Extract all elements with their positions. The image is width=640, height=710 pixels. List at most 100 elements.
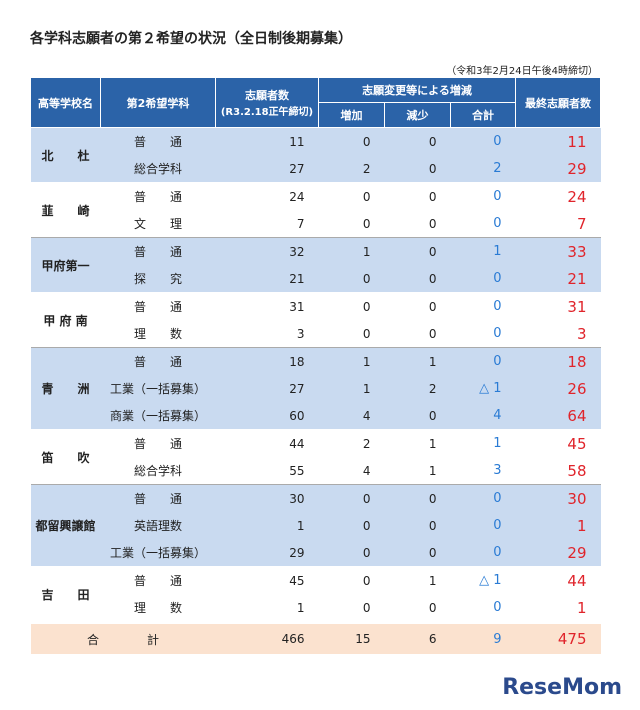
increase: 0	[362, 299, 371, 314]
subtotal: 0	[493, 189, 502, 204]
subtotal: △ 1	[450, 375, 516, 402]
final: 31	[567, 297, 587, 316]
increase: 0	[318, 512, 385, 539]
decrease: 1	[384, 457, 451, 485]
course: 普 通	[133, 190, 182, 204]
total-final: 475	[515, 621, 601, 654]
header: 志願変更等による増減	[318, 77, 516, 103]
course: 工業（一括募集）	[100, 375, 216, 402]
total-applicants: 466	[215, 621, 319, 654]
final: 45	[567, 434, 587, 453]
subtotal: 2	[450, 155, 516, 183]
final: 1	[515, 594, 601, 623]
increase: 0	[362, 189, 371, 204]
final: 21	[515, 265, 601, 293]
final: 1	[515, 512, 601, 539]
header: 志願者数	[245, 89, 289, 102]
final: 11	[515, 127, 601, 155]
course: 総合学科	[100, 457, 216, 485]
title: 各学科志願者の第２希望の状況（全日制後期募集）	[30, 31, 352, 47]
decrease: 1	[428, 436, 437, 451]
final: 7	[515, 210, 601, 238]
increase: 0	[318, 210, 385, 238]
row: 笛 吹普 通 44 2 1 1 45	[30, 429, 601, 485]
school: 甲 府 南	[30, 292, 101, 348]
decrease: 0	[428, 299, 437, 314]
course: 商業（一括募集）	[100, 402, 216, 430]
course: 普 通	[100, 127, 216, 155]
decrease: 0	[384, 402, 451, 430]
subtotal: 0	[450, 265, 516, 293]
applicants: 27	[215, 375, 319, 402]
increase: 0	[362, 573, 371, 588]
header: 最終志願者数	[515, 77, 601, 128]
row: 吉 田普 通 45 0 1 △ 1 44	[30, 566, 601, 623]
course: 理 数	[100, 320, 216, 348]
header: 高等学校名	[30, 77, 101, 128]
applicants: 24	[289, 189, 305, 204]
course: 普 通	[100, 484, 216, 512]
applicants: 30	[215, 484, 319, 512]
course: 文 理	[100, 210, 216, 238]
increase: 0	[318, 594, 385, 623]
decrease: 0	[384, 512, 451, 539]
subtotal: 0	[450, 347, 516, 375]
decrease: 1	[384, 347, 451, 375]
final: 44	[567, 571, 587, 590]
final: 3	[515, 320, 601, 348]
subtotal: 1	[493, 436, 502, 451]
applicants: 27	[215, 155, 319, 183]
increase: 1	[318, 237, 385, 265]
applicants: 45	[289, 573, 305, 588]
increase: 0	[318, 127, 385, 155]
increase: 0	[318, 320, 385, 348]
course: 総合学科	[100, 155, 216, 183]
increase: 2	[318, 155, 385, 183]
subtotal: 0	[450, 320, 516, 348]
applicants: 7	[215, 210, 319, 238]
row: 総合学科 55 4 1 3 58	[31, 457, 601, 485]
watermark: ReseMom	[502, 675, 622, 700]
decrease: 0	[384, 265, 451, 293]
total-subtotal: 9	[450, 621, 516, 654]
course: 普 通	[100, 237, 216, 265]
school: 韮 崎	[30, 182, 101, 238]
header: 増加	[318, 102, 385, 128]
course: 工業（一括募集）	[100, 539, 216, 567]
row: 探 究 21 0 0 0 21	[31, 265, 601, 293]
school: 北 杜	[30, 127, 101, 183]
final: 64	[515, 402, 601, 430]
school: 吉 田	[30, 566, 101, 623]
final: 30	[515, 484, 601, 512]
row: 工業（一括募集） 27 1 2 △ 1 26	[31, 375, 601, 402]
decrease: 0	[384, 320, 451, 348]
row: 韮 崎普 通 24 0 0 0 24	[30, 182, 601, 238]
final: 58	[515, 457, 601, 485]
total-increase: 15	[318, 621, 385, 654]
header: 減少	[384, 102, 451, 128]
applicants: 55	[215, 457, 319, 485]
decrease: 0	[384, 594, 451, 623]
increase: 2	[362, 436, 371, 451]
row: 工業（一括募集） 29 0 0 0 29	[31, 539, 601, 567]
header: 合計	[450, 102, 516, 128]
applicants: 29	[215, 539, 319, 567]
applicants: 3	[215, 320, 319, 348]
applicants: 44	[289, 436, 305, 451]
applicants: 32	[215, 237, 319, 265]
row: 北 杜普 通 11 0 0 0 11	[30, 127, 601, 183]
course: 普 通	[133, 574, 182, 588]
total-decrease: 6	[384, 621, 451, 654]
applicants: 1	[215, 594, 319, 623]
school: 都留興譲館	[30, 484, 101, 567]
final: 33	[515, 237, 601, 265]
subtotal: 1	[450, 237, 516, 265]
decrease: 0	[384, 210, 451, 238]
row: 青 洲普 通 18 1 1 0 18	[30, 347, 601, 430]
school: 笛 吹	[30, 429, 101, 485]
final: 18	[515, 347, 601, 375]
applicants: 18	[215, 347, 319, 375]
